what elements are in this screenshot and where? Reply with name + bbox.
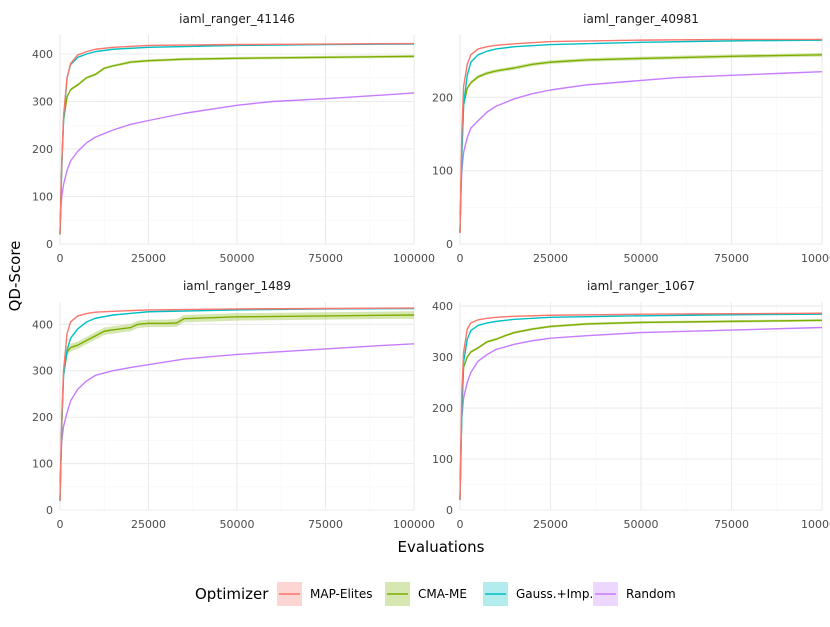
legend-item: Gauss.+Imp. xyxy=(483,582,593,606)
x-tick-label: 0 xyxy=(57,518,64,531)
series-line xyxy=(459,312,823,500)
x-tick-label: 75000 xyxy=(308,518,343,531)
series-line xyxy=(59,307,415,501)
y-tick-label: 0 xyxy=(46,504,53,517)
facet-title: iaml_ranger_1489 xyxy=(183,279,291,293)
y-tick-label: 200 xyxy=(432,91,453,104)
x-axis-title: Evaluations xyxy=(398,538,485,556)
y-tick-label: 200 xyxy=(32,143,53,156)
y-tick-label: 0 xyxy=(446,238,453,251)
y-tick-label: 200 xyxy=(32,411,53,424)
y-tick-label: 300 xyxy=(32,96,53,109)
x-tick-label: 50000 xyxy=(220,518,255,531)
series-line xyxy=(459,326,823,480)
x-tick-label: 75000 xyxy=(308,252,343,265)
x-tick-label: 100000 xyxy=(801,252,830,265)
y-axis-title: QD-Score xyxy=(6,241,24,312)
x-tick-label: 0 xyxy=(457,518,464,531)
legend-title: Optimizer xyxy=(195,585,269,603)
y-tick-label: 0 xyxy=(446,504,453,517)
x-tick-label: 25000 xyxy=(533,518,568,531)
x-tick-label: 100000 xyxy=(393,252,435,265)
series-line xyxy=(59,92,415,221)
x-tick-label: 50000 xyxy=(624,252,659,265)
y-tick-label: 100 xyxy=(432,165,453,178)
y-tick-label: 400 xyxy=(432,300,453,313)
legend-item: CMA-ME xyxy=(385,582,467,606)
y-tick-label: 300 xyxy=(32,365,53,378)
series-line xyxy=(459,70,823,215)
series-line xyxy=(59,42,415,235)
y-tick-label: 300 xyxy=(432,351,453,364)
series-line xyxy=(459,38,822,234)
x-tick-label: 75000 xyxy=(714,518,749,531)
y-tick-label: 0 xyxy=(46,238,53,251)
facet-panel: 0 25000 50000 75000 100000 0 100 200 iaml_ranger… xyxy=(432,12,830,265)
legend-label: Random xyxy=(626,587,676,601)
series-line xyxy=(459,54,823,234)
y-tick-label: 100 xyxy=(32,458,53,471)
legend: MAP-Elites CMA-ME Gauss.+Imp. Random xyxy=(277,582,676,606)
facet-title: iaml_ranger_40981 xyxy=(583,12,699,26)
facet-title: iaml_ranger_1067 xyxy=(587,279,695,293)
x-tick-label: 25000 xyxy=(131,518,166,531)
y-tick-label: 400 xyxy=(32,48,53,61)
legend-item: Random xyxy=(593,582,676,606)
confidence-band xyxy=(60,54,414,236)
legend-label: Gauss.+Imp. xyxy=(516,587,593,601)
y-tick-label: 200 xyxy=(432,402,453,415)
legend-label: CMA-ME xyxy=(418,587,467,601)
x-tick-label: 100000 xyxy=(801,518,830,531)
facet-panel: 0 25000 50000 75000 100000 0 100 200 300 400 iaml_… xyxy=(432,279,830,531)
facet-title: iaml_ranger_41146 xyxy=(179,12,295,26)
x-tick-label: 50000 xyxy=(220,252,255,265)
x-tick-label: 25000 xyxy=(533,252,568,265)
series-line xyxy=(59,55,415,235)
series-line xyxy=(59,343,415,483)
legend-label: MAP-Elites xyxy=(310,587,372,601)
x-tick-label: 25000 xyxy=(131,252,166,265)
y-tick-label: 100 xyxy=(32,191,53,204)
x-tick-label: 75000 xyxy=(714,252,749,265)
facet-panel: 0 25000 50000 75000 100000 0 100 200 300 400 iaml_… xyxy=(32,279,435,531)
x-tick-label: 50000 xyxy=(624,518,659,531)
x-tick-label: 100000 xyxy=(393,518,435,531)
facet-panel: 0 25000 50000 75000 100000 0 100 200 300 400 iaml_… xyxy=(32,12,435,265)
y-tick-label: 400 xyxy=(32,318,53,331)
series-line xyxy=(459,319,823,500)
x-tick-label: 0 xyxy=(57,252,64,265)
y-tick-label: 100 xyxy=(432,453,453,466)
x-tick-label: 0 xyxy=(457,252,464,265)
legend-item: MAP-Elites xyxy=(277,582,372,606)
